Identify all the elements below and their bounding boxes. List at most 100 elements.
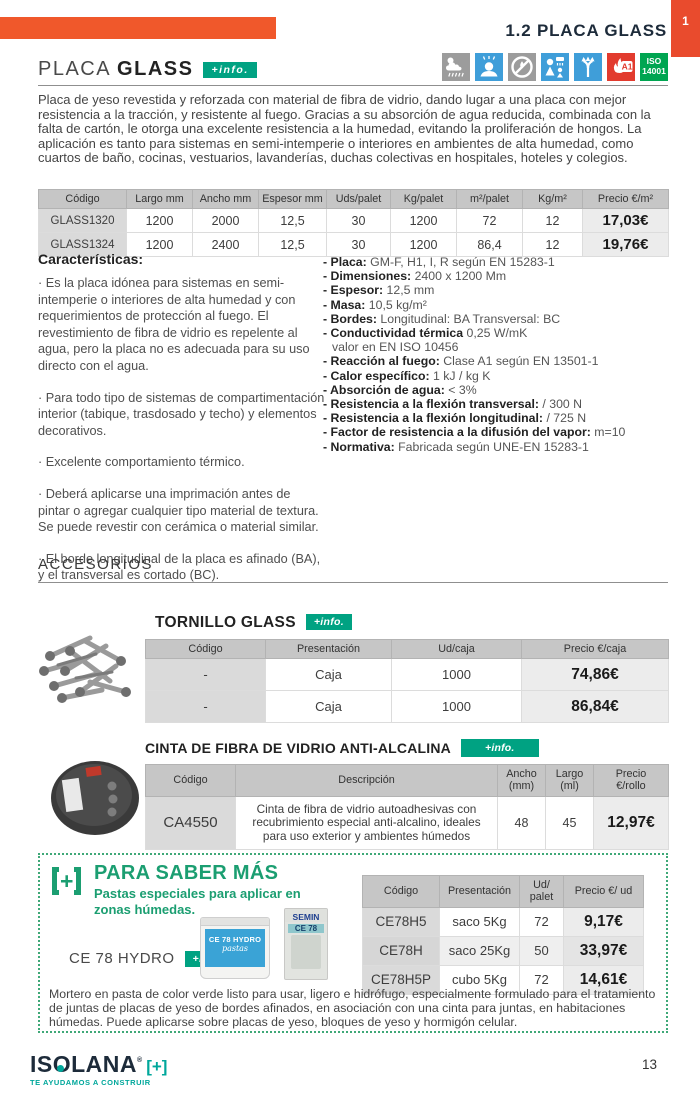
cell: 19,76€ [582, 232, 669, 258]
cell: 48 [497, 795, 546, 850]
tornillo-photo [39, 635, 131, 703]
tornillo-info-badge[interactable]: +info. [305, 614, 352, 630]
cell: 50 [519, 935, 564, 966]
saber-mas-subtitle: Pastas especiales para aplicar en zonas … [94, 886, 301, 917]
cell: CA4550 [145, 795, 236, 850]
isolana-logo: ISOLANA® [+] TE AYUDAMOS A CONSTRUIR [30, 1053, 167, 1087]
saber-mas-title: PARA SABER MÁS [94, 862, 279, 884]
accesorios-title: ACCESORIOS [38, 556, 668, 583]
cell: 12,5 [258, 232, 327, 258]
column-header: m²/palet [456, 188, 523, 210]
caracteristica-bullet: · El borde longitudinal de la placa es a… [38, 551, 321, 583]
cell: 72 [456, 208, 523, 234]
cell: 30 [326, 232, 391, 258]
spec-line: - Resistencia a la flexión transversal: … [323, 397, 583, 412]
column-header: Kg/m² [522, 188, 583, 210]
caracteristica-bullet: · Deberá aplicarse una imprimación antes… [38, 486, 319, 535]
caracteristicas-list: · Es la placa idónea para sistemas en se… [38, 275, 325, 584]
spec-line: - Conductividad térmica 0,25 W/mK [323, 326, 528, 341]
flexibility-icon [574, 53, 602, 81]
column-header: Ancho mm [192, 188, 259, 210]
spec-line: - Masa: 10,5 kg/m² [323, 297, 427, 312]
cell: - [145, 690, 266, 724]
column-header: Ud/ palet [519, 875, 564, 908]
column-header: Uds/palet [326, 188, 391, 210]
product-icons: A1 ISO 14001 [442, 53, 668, 81]
header-row: Código Presentación Ud/ palet Precio €/ ud [362, 875, 644, 908]
cell: 1200 [390, 232, 457, 258]
ce78-product-name: CE 78 HYDRO [69, 950, 175, 967]
table-row: - Caja 1000 74,86€ [145, 658, 669, 692]
cell: GLASS1320 [38, 208, 127, 234]
table-row: - Caja 1000 86,84€ [145, 690, 669, 724]
info-badge[interactable]: +info. [203, 62, 257, 78]
column-header: Código [362, 875, 440, 908]
logo-plus-icon: [+] [146, 1057, 168, 1076]
cell: 12 [522, 232, 583, 258]
cell: 86,4 [456, 232, 523, 258]
cell: 1200 [126, 208, 193, 234]
cell: 1000 [391, 690, 522, 724]
orange-header-bar [0, 17, 276, 39]
page-number: 13 [642, 1057, 658, 1072]
column-header: Descripción [235, 764, 498, 797]
cell: 45 [545, 795, 594, 850]
cell: 1000 [391, 658, 522, 692]
product-description: Placa de yeso revestida y reforzada con … [38, 92, 651, 166]
table-row: GLASS1324 1200 2400 12,5 30 1200 86,4 12 19,76€ [38, 232, 669, 258]
spec-line: - Placa: GM-F, H1, I, R según EN 15283-1 [323, 255, 555, 269]
cell: 30 [326, 208, 391, 234]
cell: 14,61€ [563, 964, 644, 995]
cell: 86,84€ [521, 690, 669, 724]
bag-brand: SEMIN [285, 909, 327, 922]
cell: CE78H5 [362, 906, 440, 937]
spec-line: - Calor específico: 1 kJ / kg K [323, 368, 491, 383]
cell: saco 5Kg [439, 906, 520, 937]
cell: saco 25Kg [439, 935, 520, 966]
placa-glass-table: Código Largo mm Ancho mm Espesor mm Uds/pale… [38, 188, 669, 258]
cell: 12 [522, 208, 583, 234]
column-header: Largo mm [126, 188, 193, 210]
section-breadcrumb: 1.2 PLACA GLASS [505, 21, 667, 40]
product-title-bold: GLASS [117, 58, 194, 80]
bucket-label-line1: CE 78 HYDRO [208, 935, 262, 944]
cell: 2000 [192, 208, 259, 234]
saber-mas-note: Mortero en pasta de color verde listo pa… [49, 987, 656, 1029]
cell: 12,5 [258, 208, 327, 234]
cinta-info-badge[interactable]: +info. [461, 739, 539, 757]
logo-wordmark: ISOLANA [30, 1051, 137, 1077]
column-header: Precio €/ ud [563, 875, 644, 908]
column-header: Kg/palet [390, 188, 457, 210]
caracteristicas-title: Características: [38, 251, 144, 267]
logo-tagline: TE AYUDAMOS A CONSTRUIR [30, 1078, 151, 1087]
spec-line: - Dimensiones: 2400 x 1200 Mm [323, 269, 507, 284]
cell: 2400 [192, 232, 259, 258]
spec-line: - Factor de resistencia a la difusión de… [323, 425, 626, 440]
registered-mark: ® [137, 1057, 143, 1064]
logo-part-is: IS [30, 1051, 53, 1077]
caracteristicas-section: Características: · Es la placa idónea pa… [38, 251, 325, 599]
ce78-table: Código Presentación Ud/ palet Precio €/ ud C… [362, 875, 644, 995]
caracteristica-bullet: · Es la placa idónea para sistemas en se… [38, 276, 310, 373]
cell: GLASS1324 [38, 232, 127, 258]
ce78-bag-photo: SEMIN CE 78 [284, 908, 328, 980]
ce78-bucket-photo: CE 78 HYDRO pastas [200, 917, 270, 979]
table-row: CA4550 Cinta de fibra de vidrio autoadhes… [145, 795, 669, 850]
no-cardboard-icon [508, 53, 536, 81]
cell: Caja [265, 658, 392, 692]
column-header: Precio €/rollo [593, 764, 669, 797]
shower-icon [541, 53, 569, 81]
column-header: Código [145, 638, 266, 660]
bracket-right [74, 867, 82, 895]
table-row: GLASS1320 1200 2000 12,5 30 1200 72 12 17,03€ [38, 208, 669, 234]
spec-line: - Reacción al fuego: Clase A1 según EN 1… [323, 354, 599, 369]
logo-part-o: O [52, 1051, 72, 1077]
cell: 74,86€ [521, 658, 669, 692]
chapter-tab[interactable]: 1 [671, 0, 700, 57]
logo-part-lana: LANA [71, 1051, 138, 1077]
cinta-title: CINTA DE FIBRA DE VIDRIO ANTI-ALCALINA [145, 740, 451, 756]
svg-text:A1: A1 [622, 62, 633, 72]
product-title: PLACA GLASS +info. [38, 58, 257, 81]
spec-line: valor en EN ISO 10456 [332, 340, 459, 355]
